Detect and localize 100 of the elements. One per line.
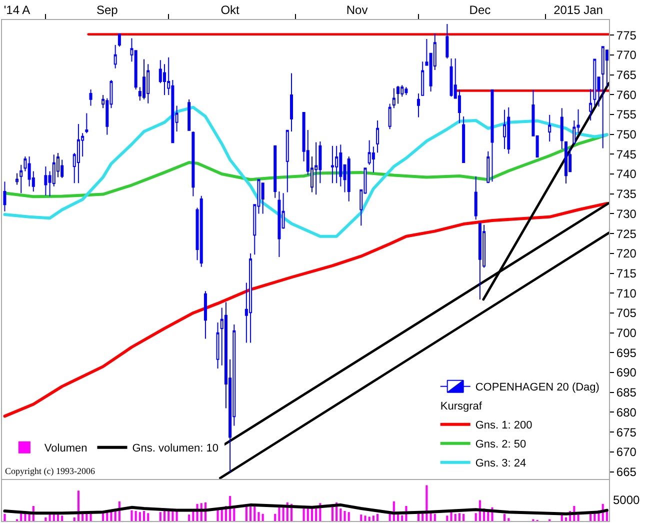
- candlestick: [335, 145, 338, 184]
- candlestick: [192, 131, 195, 197]
- bar: [147, 513, 150, 521]
- candlestick: [16, 172, 19, 186]
- bar: [434, 514, 436, 521]
- bar: [61, 516, 64, 521]
- candlestick: [314, 142, 318, 196]
- x-tick-label: Okt: [220, 3, 240, 18]
- candlestick: [446, 23, 449, 60]
- bar: [220, 510, 223, 521]
- candlestick: [478, 222, 482, 300]
- bar: [4, 514, 6, 521]
- bar: [159, 512, 162, 521]
- bar: [454, 514, 456, 521]
- bar: [134, 511, 137, 521]
- bar: [458, 513, 460, 521]
- candlestick: [388, 103, 392, 130]
- bar: [73, 517, 76, 521]
- y-tick-label: 745: [616, 147, 637, 162]
- y-tick-label: 740: [616, 167, 637, 182]
- bar: [508, 518, 510, 521]
- bar: [188, 514, 190, 521]
- bar: [364, 516, 366, 521]
- candlestick: [601, 46, 604, 149]
- x-tick-label: Sep: [96, 3, 118, 18]
- bar: [331, 506, 334, 521]
- bar: [262, 514, 264, 521]
- bar: [130, 510, 133, 521]
- candlestick: [85, 112, 88, 134]
- candlestick: [450, 58, 453, 98]
- bar: [258, 512, 260, 521]
- candlestick: [142, 58, 146, 100]
- y-tick-label: 710: [616, 286, 637, 300]
- legend-label: Volumen: [44, 442, 88, 455]
- x-tick-label: '14 A: [4, 3, 30, 18]
- candlestick: [261, 182, 264, 214]
- bar: [368, 516, 370, 521]
- y-tick-label: 735: [616, 187, 637, 202]
- bar: [474, 513, 477, 521]
- candlestick: [564, 141, 568, 184]
- candlestick: [76, 124, 80, 184]
- candlestick: [118, 33, 121, 48]
- candlestick: [44, 166, 48, 196]
- bar: [422, 513, 424, 521]
- legend-label: Gns. 3: 24: [475, 458, 526, 470]
- candlestick: [486, 150, 490, 184]
- x-tick-label: Nov: [346, 3, 368, 18]
- x-tick-label: Dec: [469, 3, 491, 18]
- y-tick-label: 675: [616, 425, 637, 440]
- bar: [564, 517, 568, 521]
- candlestick: [290, 72, 294, 132]
- candlestick: [330, 145, 334, 184]
- bar: [446, 516, 448, 521]
- legend-label: Gns. volumen: 10: [132, 442, 218, 455]
- bar: [344, 511, 346, 521]
- candlestick: [216, 322, 220, 370]
- bar: [143, 511, 146, 521]
- candlestick: [503, 109, 506, 150]
- candlestick: [286, 130, 289, 193]
- annotation: Copyright (c) 1993-2006: [5, 466, 96, 476]
- legend-label: Gns. 1: 200: [475, 420, 532, 432]
- bar: [310, 508, 314, 521]
- y-tick-label: 665: [616, 464, 637, 479]
- y-tick-label: 765: [616, 68, 637, 82]
- candlestick: [188, 98, 191, 131]
- candlestick: [593, 58, 596, 106]
- bar: [163, 510, 166, 521]
- bar: [462, 514, 465, 521]
- bar: [274, 514, 276, 521]
- candlestick: [278, 191, 281, 258]
- bar: [340, 508, 342, 521]
- candlestick: [396, 85, 400, 104]
- bar: [315, 507, 318, 521]
- candlestick: [146, 64, 150, 104]
- bar: [348, 512, 350, 521]
- y-tick-label: 755: [616, 108, 637, 122]
- legend-title: Kursgraf: [440, 400, 483, 413]
- candlestick: [204, 290, 207, 340]
- bar: [401, 515, 404, 521]
- bar: [360, 514, 362, 521]
- bar: [138, 512, 141, 521]
- y-tick-label: 725: [616, 226, 637, 241]
- candlestick: [507, 106, 510, 154]
- candlestick: [560, 108, 564, 150]
- candlestick: [114, 44, 117, 69]
- candlestick: [249, 252, 252, 344]
- bar: [372, 516, 374, 521]
- candlestick: [3, 181, 6, 212]
- candlestick: [490, 89, 494, 182]
- candlestick: [589, 88, 592, 121]
- y-tick-label: 670: [616, 445, 637, 460]
- y-tick-label: 700: [616, 326, 637, 340]
- bar: [388, 514, 391, 521]
- candlestick: [200, 195, 203, 268]
- text: 5000: [613, 493, 640, 507]
- y-tick-label: 720: [616, 246, 637, 261]
- bar: [282, 506, 284, 521]
- y-tick-label: 680: [616, 405, 637, 420]
- x-tick-label: 2015 Jan: [554, 3, 603, 18]
- legend-label: Gns. 2: 50: [475, 438, 526, 451]
